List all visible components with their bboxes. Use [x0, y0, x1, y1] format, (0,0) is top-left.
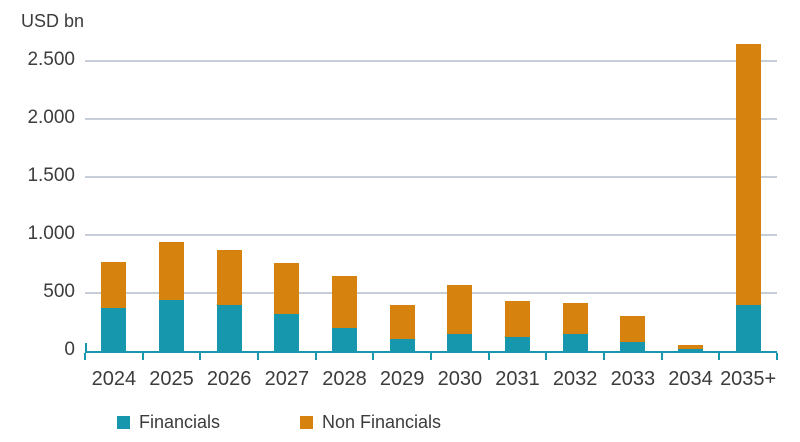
bar-segment-non-financials-2033: [620, 316, 646, 342]
x-axis-tick-label: 2025: [149, 368, 194, 390]
x-axis-tick: [603, 353, 605, 360]
x-axis-tick: [545, 353, 548, 360]
bar-segment-financials-2024: [101, 308, 127, 351]
x-axis-line: [85, 351, 777, 353]
x-axis-tick: [487, 353, 490, 360]
x-axis-tick-label: 2030: [437, 368, 483, 390]
bar-segment-non-financials-2030: [447, 284, 473, 334]
x-axis-tick: [718, 353, 721, 360]
legend-swatch-icon: [300, 415, 313, 429]
x-axis-tick-label: 2032: [552, 368, 598, 390]
x-axis-tick-label: 2026: [206, 368, 252, 390]
bar-segment-financials-2034: [678, 349, 703, 351]
x-axis-tick: [430, 353, 432, 360]
y-axis-tick-label: 2.000: [27, 107, 75, 128]
gridline-2500: [85, 60, 777, 62]
legend-item-non-financials: Non Financials: [300, 409, 441, 435]
x-axis-tick-label: 2029: [379, 368, 425, 390]
bar-segment-financials-2032: [562, 333, 588, 351]
y-axis-tick-label: 0: [64, 339, 75, 360]
bar-segment-financials-2026: [216, 304, 242, 351]
x-axis-tick: [141, 353, 144, 360]
legend-item-financials: Financials: [117, 409, 220, 435]
chart-title: USD bn: [21, 11, 85, 31]
gridline-1000: [85, 234, 777, 236]
x-axis-tick: [660, 353, 663, 360]
y-axis-tick-label: 2.500: [27, 49, 75, 70]
y-axis-tick-label: 1.500: [27, 165, 75, 186]
x-axis-tick: [776, 353, 778, 360]
x-axis-tick-label: 2034: [668, 368, 713, 390]
bar-segment-financials-2028: [332, 327, 357, 351]
x-axis-tick-label: 2024: [91, 368, 137, 390]
bar-segment-non-financials-2027: [274, 262, 300, 314]
bar-segment-financials-2029: [389, 339, 415, 351]
x-axis-tick-label: 2027: [264, 368, 310, 390]
x-axis-tick-label: 2031: [495, 368, 540, 390]
bar-segment-non-financials-2035+: [735, 43, 761, 305]
y-axis-stub: [85, 343, 87, 351]
bar-segment-non-financials-2034: [678, 345, 703, 350]
x-axis-tick: [199, 353, 202, 360]
x-axis-tick: [314, 353, 317, 360]
x-axis-tick-label: 2028: [322, 368, 367, 390]
legend-label: Financials: [139, 411, 221, 432]
bar-segment-non-financials-2029: [389, 304, 415, 340]
x-axis-tick: [257, 353, 259, 360]
x-axis-tick-label: 2035+: [720, 368, 777, 390]
bar-segment-financials-2031: [505, 337, 530, 351]
gridline-500: [85, 292, 777, 294]
legend-swatch-icon: [117, 415, 130, 429]
bar-segment-non-financials-2028: [332, 275, 357, 328]
bar-segment-non-financials-2025: [159, 241, 184, 300]
bar-segment-financials-2027: [274, 313, 300, 351]
x-axis-tick: [372, 353, 375, 360]
bar-segment-financials-2025: [159, 299, 184, 351]
bar-segment-financials-2030: [447, 333, 473, 351]
bar-segment-non-financials-2024: [101, 261, 127, 309]
gridline-1500: [85, 176, 777, 178]
bar-segment-non-financials-2026: [216, 250, 242, 305]
bar-segment-financials-2033: [620, 341, 646, 351]
x-axis-tick: [84, 353, 86, 360]
y-axis-tick-label: 1.000: [27, 223, 75, 244]
bar-segment-non-financials-2032: [562, 303, 588, 334]
gridline-2000: [85, 118, 777, 120]
y-axis-tick-label: 500: [43, 281, 75, 302]
x-axis-tick-label: 2033: [610, 368, 656, 390]
legend-label: Non Financials: [322, 411, 442, 432]
bar-segment-non-financials-2031: [505, 301, 530, 338]
bar-segment-financials-2035+: [735, 304, 761, 351]
legend: Financials Non Financials: [0, 409, 800, 435]
